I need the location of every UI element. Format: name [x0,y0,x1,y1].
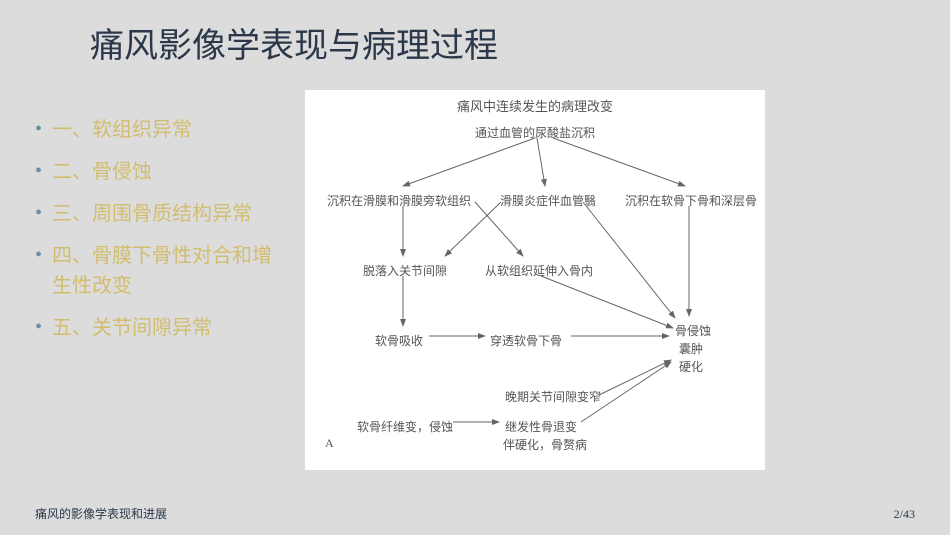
flowchart-node: 沉积在滑膜和滑膜旁软组织 [327,192,471,209]
flowchart-node: 滑膜炎症伴血管翳 [500,192,596,209]
bullet-item: • 四、骨膜下骨性对合和增生性改变 [35,241,290,301]
flowchart-node: 囊肿 [679,340,703,357]
bullet-item: • 二、骨侵蚀 [35,157,290,187]
footer-title: 痛风的影像学表现和进展 [35,505,167,522]
bullet-text: 三、周围骨质结构异常 [52,199,252,229]
bullet-dot: • [35,241,42,269]
diagram-arrows [305,90,765,470]
bullet-text: 五、关节间隙异常 [52,313,212,343]
flowchart-node: 晚期关节间隙变窄 [505,388,601,405]
flowchart-node: 伴硬化，骨赘病 [503,436,587,453]
flowchart-node: 沉积在软骨下骨和深层骨 [625,192,757,209]
flowchart-node: 穿透软骨下骨 [490,332,562,349]
flowchart-node: 通过血管的尿酸盐沉积 [475,124,595,141]
flowchart-diagram: 痛风中连续发生的病理改变 通过血管的尿酸盐沉积沉积在滑膜和滑膜旁软组织滑膜炎症伴… [305,90,765,470]
bullet-text: 四、骨膜下骨性对合和增生性改变 [52,241,290,301]
flowchart-node: 软骨纤维变，侵蚀 [357,418,453,435]
bullet-dot: • [35,199,42,227]
flowchart-node: 从软组织延伸入骨内 [485,262,593,279]
bullet-item: • 一、软组织异常 [35,115,290,145]
bullet-item: • 五、关节间隙异常 [35,313,290,343]
page-number: 2/43 [894,507,915,522]
bullet-item: • 三、周围骨质结构异常 [35,199,290,229]
bullet-dot: • [35,115,42,143]
bullet-text: 一、软组织异常 [52,115,192,145]
flowchart-node: 硬化 [679,358,703,375]
flowchart-node: 继发性骨退变 [505,418,577,435]
flowchart-node: 骨侵蚀 [675,322,711,339]
bullet-list: • 一、软组织异常 • 二、骨侵蚀 • 三、周围骨质结构异常 • 四、骨膜下骨性… [35,115,290,355]
slide-title: 痛风影像学表现与病理过程 [90,18,498,67]
bullet-text: 二、骨侵蚀 [52,157,152,187]
flowchart-node: 软骨吸收 [375,332,423,349]
flowchart-node: 脱落入关节间隙 [363,262,447,279]
bullet-dot: • [35,157,42,185]
bullet-dot: • [35,313,42,341]
flowchart-node: A [325,436,334,451]
